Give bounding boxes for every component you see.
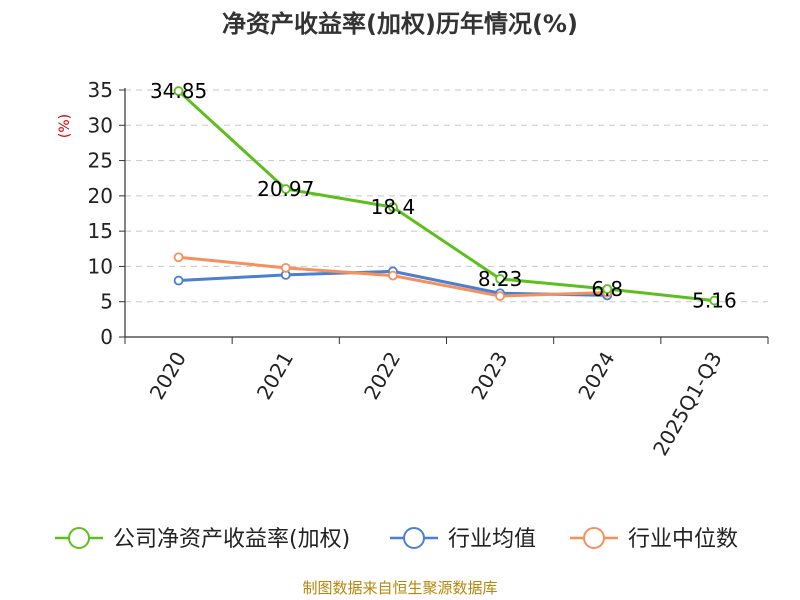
y-axis-unit-label: (%) (57, 114, 73, 138)
x-tick-label: 2025Q1-Q3 (648, 348, 727, 460)
data-point[interactable] (280, 184, 291, 194)
legend-label[interactable]: 公司净资产收益率(加权) (113, 527, 350, 552)
legend-label[interactable]: 行业均值 (448, 527, 536, 552)
x-tick-label: 2020 (145, 348, 191, 404)
x-tick-label: 2021 (252, 348, 298, 404)
data-point[interactable] (388, 270, 398, 281)
series-lines (173, 86, 720, 306)
legend-marker[interactable] (68, 527, 90, 549)
data-point[interactable] (709, 295, 720, 306)
data-label: 5.16 (692, 289, 737, 313)
data-point[interactable] (173, 86, 184, 96)
y-tick-label: 35 (88, 78, 113, 102)
y-tick-label: 10 (88, 254, 113, 278)
data-point[interactable] (602, 284, 613, 294)
chart-title: 净资产收益率(加权)历年情况(%) (222, 10, 578, 38)
y-tick-label: 5 (100, 290, 113, 314)
data-label: 20.97 (257, 177, 314, 201)
data-point[interactable] (173, 252, 184, 263)
legend-label[interactable]: 行业中位数 (628, 527, 738, 552)
legend-marker[interactable] (403, 527, 425, 549)
data-label: 18.4 (371, 195, 416, 219)
x-tick-label: 2022 (359, 348, 405, 404)
data-point[interactable] (173, 275, 184, 286)
data-label: 8.23 (478, 267, 523, 291)
data-point[interactable] (495, 291, 505, 301)
x-tick-label: 2023 (466, 348, 512, 404)
y-tick-label: 0 (100, 325, 113, 349)
data-point[interactable] (495, 274, 505, 284)
gridlines (125, 89, 768, 303)
legend: 公司净资产收益率(加权) 行业均值 行业中位数 (55, 527, 738, 552)
y-tick-label: 20 (88, 184, 113, 208)
axes: 0 5 10 15 20 25 30 35 2020 2021 2022 2023 2024 2025Q1… (88, 78, 769, 460)
data-label: 6.8 (591, 277, 623, 301)
data-label: 34.85 (150, 79, 207, 103)
series-line-0 (177, 89, 715, 303)
data-labels: 34.85 20.97 18.4 8.23 6.8 5.16 (150, 79, 737, 313)
y-tick-label: 30 (88, 113, 113, 137)
data-point[interactable] (280, 262, 291, 273)
y-tick-label: 15 (88, 219, 113, 243)
y-tick-label: 25 (88, 149, 113, 173)
source-note: 制图数据来自恒生聚源数据库 (302, 579, 497, 597)
legend-marker[interactable] (583, 527, 605, 549)
x-tick-label: 2024 (573, 348, 619, 404)
data-point[interactable] (388, 202, 398, 213)
